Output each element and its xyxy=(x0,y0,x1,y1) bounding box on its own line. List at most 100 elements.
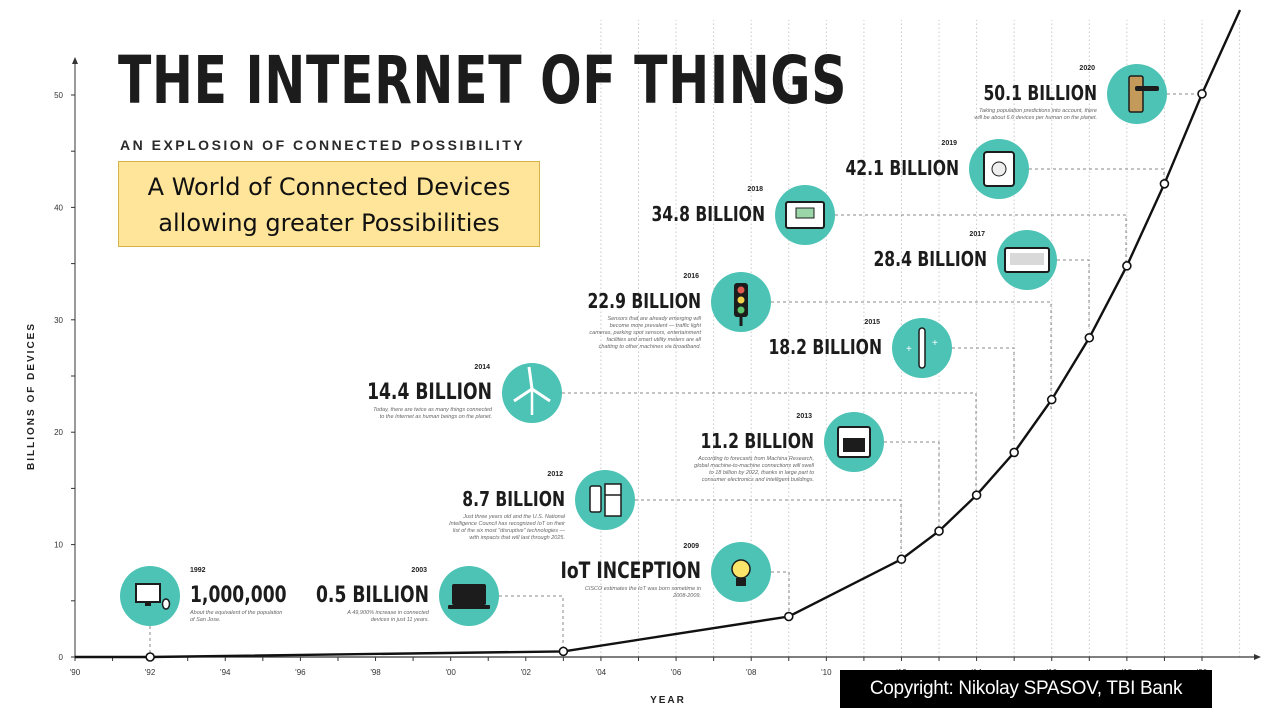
outlet-socket xyxy=(991,161,1007,177)
milestone-value: 1,000,000 xyxy=(190,582,287,608)
x-tick-label: '08 xyxy=(746,668,757,677)
page-title: THE INTERNET OF THINGS xyxy=(118,42,848,119)
milestone: 2012 8.7 BILLION Just three years old and … xyxy=(449,470,635,541)
milestone-description: cameras, parking spot sensors, entertain… xyxy=(589,330,701,336)
data-point xyxy=(971,490,982,500)
fridge-watch-icon xyxy=(589,483,622,517)
data-point xyxy=(1159,178,1170,189)
keyboard-icon xyxy=(1004,247,1050,273)
data-point xyxy=(896,554,907,565)
series-line xyxy=(75,9,1242,659)
milestone-year: 2016 xyxy=(683,273,699,280)
x-tick-label: '04 xyxy=(596,668,607,677)
milestone-description: list of the six most "disruptive" techno… xyxy=(453,528,566,534)
data-point xyxy=(1084,332,1095,343)
monitor-stand xyxy=(145,602,151,606)
milestone-description: to 18 billion by 2022, thanks in large p… xyxy=(709,470,814,476)
milestone-year: 2003 xyxy=(411,567,427,574)
x-tick-label: '98 xyxy=(370,668,381,677)
milestone-connector xyxy=(952,347,1015,442)
fridge-shape xyxy=(604,483,622,517)
laptop-base xyxy=(448,605,490,609)
milestone: 2018 34.8 BILLION xyxy=(651,185,835,245)
milestone-value: 14.4 BILLION xyxy=(367,379,492,405)
bulb-glass xyxy=(731,559,751,579)
milestone-description: to the Internet as human beings on the p… xyxy=(380,414,492,420)
bulb-base xyxy=(736,578,746,586)
x-tick-label: '06 xyxy=(671,668,682,677)
outlet-icon xyxy=(983,151,1015,187)
milestone-year: 1992 xyxy=(190,567,206,574)
milestone-description: consumer electronics and intelligent bui… xyxy=(702,477,814,483)
milestone-connectors xyxy=(149,93,1197,655)
milestone-description: chatting to other machines via broadband… xyxy=(599,344,701,350)
y-axis-label: BILLIONS OF DEVICES xyxy=(26,322,37,470)
y-tick-label: 10 xyxy=(54,541,63,550)
thermostat-icon xyxy=(785,201,825,229)
x-tick-label: '94 xyxy=(220,668,231,677)
milestone-connector xyxy=(835,214,1127,262)
x-axis-arrow xyxy=(1254,654,1261,660)
milestone-description: According to forecasts from Machina Rese… xyxy=(697,456,814,462)
milestone-description: Sensors that are already emerging will xyxy=(607,316,701,322)
milestone-description: global machine-to-machine connections wi… xyxy=(694,463,815,469)
y-tick-label: 0 xyxy=(59,653,64,662)
milestone-year: 2017 xyxy=(969,231,985,238)
milestones: 1992 1,000,000 About the equivalent of the… xyxy=(120,64,1167,626)
y-tick-label: 40 xyxy=(54,203,63,212)
x-tick-label: '92 xyxy=(145,668,156,677)
milestone-description: Intelligence Council has recognized IoT … xyxy=(449,521,566,527)
door-lever xyxy=(1135,86,1159,91)
y-axis-arrow xyxy=(72,57,78,64)
mouse-shape xyxy=(161,598,171,610)
traffic-light-lamp xyxy=(737,286,745,294)
milestone: 2017 28.4 BILLION xyxy=(873,230,1057,290)
watch-shape xyxy=(589,485,602,513)
milestone-year: 2009 xyxy=(683,543,699,550)
oven-icon xyxy=(837,426,871,458)
callout-line-1: A World of Connected Devices xyxy=(147,173,511,201)
sparkle-mark: + xyxy=(906,344,912,355)
data-point xyxy=(558,646,569,657)
milestone-year: 2020 xyxy=(1079,65,1095,72)
milestone-value: 42.1 BILLION xyxy=(845,157,959,180)
milestone-description: devices in just 11 years. xyxy=(371,617,429,623)
milestone-description: with impacts that will last through 2025… xyxy=(469,535,565,541)
milestone-year: 2015 xyxy=(864,319,880,326)
milestone-value: 8.7 BILLION xyxy=(462,488,565,511)
data-point xyxy=(783,611,794,622)
copyright-banner: Copyright: Nikolay SPASOV, TBI Bank xyxy=(840,670,1212,708)
monitor-shape xyxy=(135,583,161,603)
milestone: 2014 14.4 BILLION Today, there are twice a… xyxy=(367,363,562,423)
milestone-value: 0.5 BILLION xyxy=(316,582,429,608)
computer-icon xyxy=(135,583,171,610)
milestone-connector xyxy=(884,441,940,530)
traffic-light-icon xyxy=(734,283,748,326)
milestone-value: 50.1 BILLION xyxy=(983,82,1097,105)
milestone: 2009 IoT INCEPTION CISCO estimates the IoT… xyxy=(561,542,771,602)
x-tick-label: '00 xyxy=(445,668,456,677)
data-point xyxy=(934,526,944,536)
page-subtitle: AN EXPLOSION OF CONNECTED POSSIBILITY xyxy=(120,137,526,153)
chart-axes: 0 10 20 30 40 50 BILLIONS OF DEVICES '90 '92 '94 '… xyxy=(26,57,1261,706)
x-tick-label: '10 xyxy=(821,668,832,677)
turbine-blades xyxy=(513,366,551,403)
milestone-connector xyxy=(499,595,564,650)
door-handle-icon xyxy=(1128,75,1159,113)
milestone-description: A 49,900% increase in connected xyxy=(346,610,430,616)
milestone: 2016 22.9 BILLION Sensors that are already… xyxy=(587,272,771,350)
milestone-connector xyxy=(1057,259,1090,329)
milestone-year: 2018 xyxy=(747,186,763,193)
milestone-value: 22.9 BILLION xyxy=(587,290,701,313)
milestone-connector xyxy=(771,571,790,612)
x-tick-label: '02 xyxy=(521,668,532,677)
door-plate xyxy=(1128,75,1144,113)
milestone: 1992 1,000,000 About the equivalent of the… xyxy=(120,566,287,626)
data-point xyxy=(1122,261,1132,271)
traffic-light-lamp xyxy=(737,306,745,314)
milestone: 2013 11.2 BILLION According to forecasts f… xyxy=(694,412,884,483)
traffic-light-lamp xyxy=(737,296,745,304)
x-tick-label: '90 xyxy=(70,668,81,677)
